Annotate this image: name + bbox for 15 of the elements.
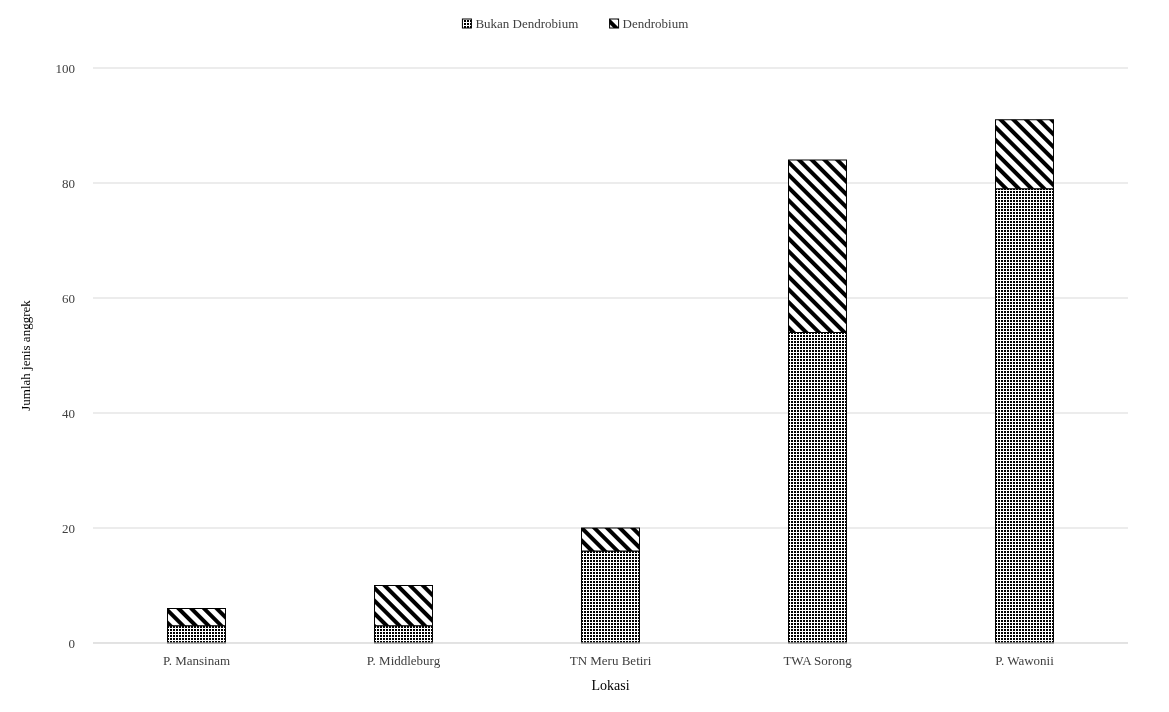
x-tick-label: P. Wawonii — [995, 653, 1055, 668]
y-tick-label: 80 — [62, 175, 75, 191]
legend-label: Bukan Dendrobium — [475, 16, 579, 31]
y-axis-title: Jumlah jenis anggrek — [18, 299, 33, 411]
x-tick-label: P. Middleburg — [366, 653, 441, 668]
y-tick-label: 40 — [62, 405, 75, 421]
x-tick-label: P. Mansinam — [162, 653, 231, 668]
y-tick-label: 60 — [62, 290, 75, 306]
y-tick-label: 20 — [62, 520, 75, 536]
x-tick-label: TN Meru Betiri — [569, 653, 652, 668]
y-tick-label: 100 — [55, 60, 75, 76]
legend-label: Dendrobium — [622, 16, 689, 31]
x-tick-label: TWA Sorong — [783, 653, 853, 668]
y-tick-label: 0 — [68, 635, 75, 651]
x-axis-title: Lokasi — [591, 678, 630, 693]
